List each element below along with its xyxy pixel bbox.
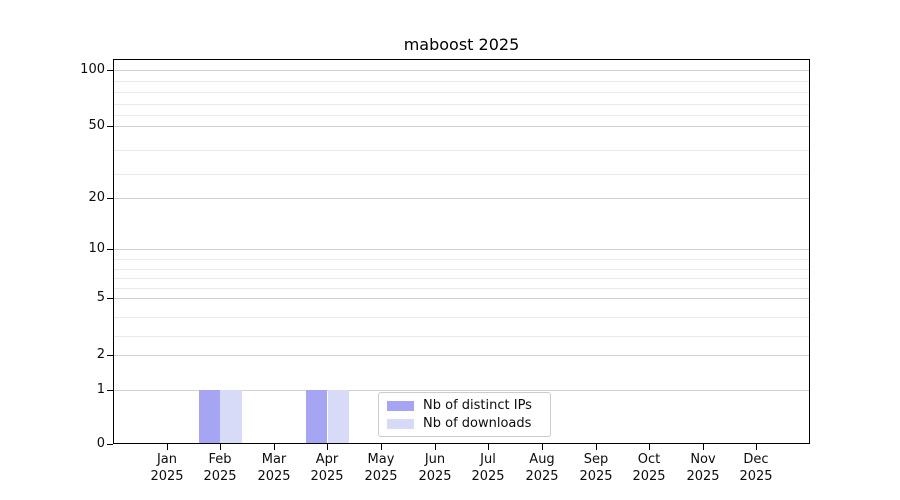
legend-swatch-distinct-ips (387, 400, 414, 411)
legend-label-downloads: Nb of downloads (423, 416, 532, 431)
x-tick-label: Jul 2025 (471, 452, 505, 484)
gridline (114, 298, 809, 299)
y-tick-label: 50 (88, 118, 105, 133)
gridline (114, 269, 809, 270)
x-tick-mark (274, 444, 275, 450)
x-tick-label: Jun 2025 (418, 452, 452, 484)
legend-label-distinct-ips: Nb of distinct IPs (423, 398, 532, 413)
y-tick-label: 20 (88, 190, 105, 205)
gridline (114, 336, 809, 337)
y-tick-mark (107, 126, 113, 127)
legend-item: Nb of distinct IPs (387, 398, 550, 413)
x-tick-label: Mar 2025 (257, 452, 291, 484)
y-tick-label: 5 (96, 290, 105, 305)
chart-title: maboost 2025 (403, 35, 520, 54)
gridline (114, 81, 809, 82)
gridline (114, 126, 809, 127)
y-tick-label: 2 (96, 347, 105, 362)
x-tick-mark (327, 444, 328, 450)
gridline (114, 70, 809, 71)
y-tick-mark (107, 198, 113, 199)
x-tick-mark (756, 444, 757, 450)
x-tick-label: Feb 2025 (203, 452, 237, 484)
x-tick-label: Dec 2025 (739, 452, 773, 484)
gridline (114, 104, 809, 105)
x-tick-label: Jan 2025 (150, 452, 184, 484)
x-tick-mark (596, 444, 597, 450)
x-tick-mark (435, 444, 436, 450)
gridline (114, 278, 809, 279)
x-tick-mark (167, 444, 168, 450)
bar-distinct-ips (198, 390, 221, 444)
y-tick-mark (107, 298, 113, 299)
x-tick-mark (381, 444, 382, 450)
bar-downloads (220, 390, 242, 444)
x-tick-label: Sep 2025 (579, 452, 613, 484)
y-tick-mark (107, 355, 113, 356)
y-tick-label: 1 (96, 382, 105, 397)
gridline (114, 249, 809, 250)
y-tick-mark (107, 70, 113, 71)
gridline (114, 198, 809, 199)
legend: Nb of distinct IPs Nb of downloads (378, 392, 551, 437)
gridline (114, 92, 809, 93)
bar-distinct-ips (306, 390, 328, 444)
legend-swatch-downloads (387, 418, 414, 429)
gridline (114, 317, 809, 318)
x-tick-label: Oct 2025 (632, 452, 666, 484)
gridline (114, 259, 809, 260)
legend-item: Nb of downloads (387, 416, 550, 431)
gridline (114, 390, 809, 391)
x-tick-mark (542, 444, 543, 450)
gridline (114, 115, 809, 116)
x-tick-label: May 2025 (364, 452, 398, 484)
x-tick-label: Aug 2025 (525, 452, 559, 484)
x-tick-mark (703, 444, 704, 450)
x-tick-label: Nov 2025 (686, 452, 720, 484)
y-tick-mark (107, 390, 113, 391)
x-tick-mark (488, 444, 489, 450)
y-tick-label: 0 (96, 436, 105, 451)
y-tick-label: 100 (80, 62, 105, 77)
y-tick-mark (107, 444, 113, 445)
y-tick-mark (107, 249, 113, 250)
x-tick-mark (649, 444, 650, 450)
x-tick-label: Apr 2025 (310, 452, 344, 484)
y-tick-label: 10 (88, 241, 105, 256)
plot-area (113, 59, 810, 444)
bar-downloads (327, 390, 349, 444)
gridline (114, 355, 809, 356)
gridline (114, 174, 809, 175)
x-tick-mark (220, 444, 221, 450)
gridline (114, 150, 809, 151)
gridline (114, 288, 809, 289)
